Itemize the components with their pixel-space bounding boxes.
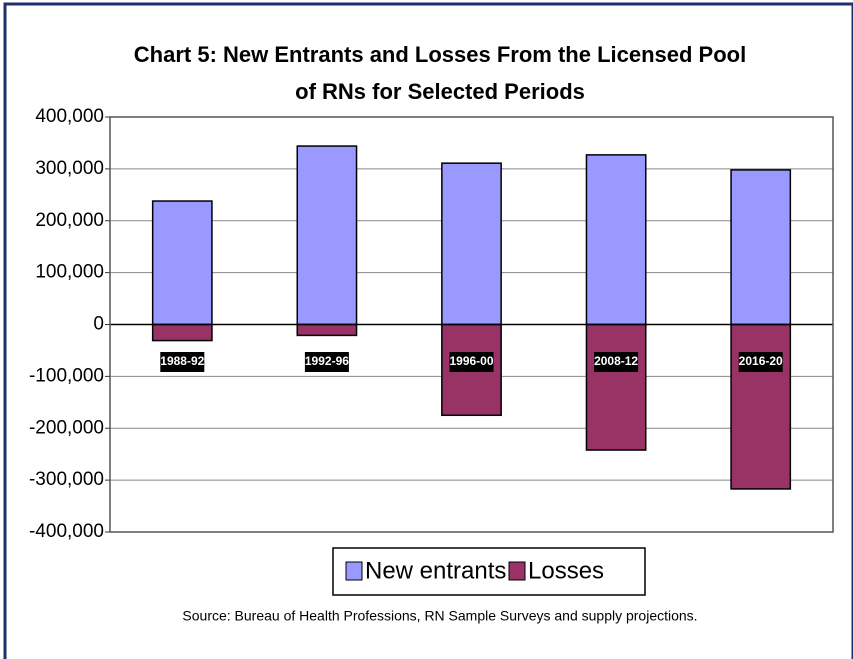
y-tick-label: -100,000 (29, 365, 104, 386)
bar (151, 200, 213, 326)
legend-swatch (508, 561, 526, 581)
legend-swatch (345, 561, 363, 581)
x-label-bg (738, 352, 783, 372)
y-tick-label: -300,000 (29, 469, 104, 490)
x-label-bg (304, 352, 349, 372)
y-tick-label: 0 (93, 314, 104, 335)
y-tick-label: 400,000 (35, 106, 104, 127)
x-tick-label: 1996-00 (449, 354, 493, 368)
chart-title: of RNs for Selected Periods (295, 79, 585, 104)
legend-label: Losses (528, 557, 604, 584)
y-tick-label: 200,000 (35, 210, 104, 231)
plot-border (109, 116, 834, 533)
y-tick-label: -200,000 (29, 417, 104, 438)
y-tick-label: 100,000 (35, 262, 104, 283)
x-tick-label: 2008-12 (594, 354, 638, 368)
bar (441, 162, 502, 326)
y-tick-label: -400,000 (29, 521, 104, 542)
bar (585, 323, 647, 451)
source-note: Source: Bureau of Health Professions, RN… (182, 608, 697, 624)
bar (730, 169, 792, 326)
x-tick-label: 1992-96 (305, 354, 349, 368)
bar (296, 323, 358, 337)
chart-title: Chart 5: New Entrants and Losses From th… (134, 42, 746, 67)
x-tick-label: 2016-20 (739, 354, 783, 368)
bar (585, 154, 647, 326)
bar (730, 323, 792, 490)
bar (296, 145, 358, 326)
x-label-bg (160, 352, 205, 372)
x-tick-label: 1988-92 (160, 354, 204, 368)
legend-box (332, 547, 646, 596)
x-label-bg (449, 352, 494, 372)
y-tick-label: 300,000 (35, 158, 104, 179)
x-label-bg (594, 352, 639, 372)
legend-label: New entrants (365, 557, 506, 584)
bar (151, 323, 213, 342)
